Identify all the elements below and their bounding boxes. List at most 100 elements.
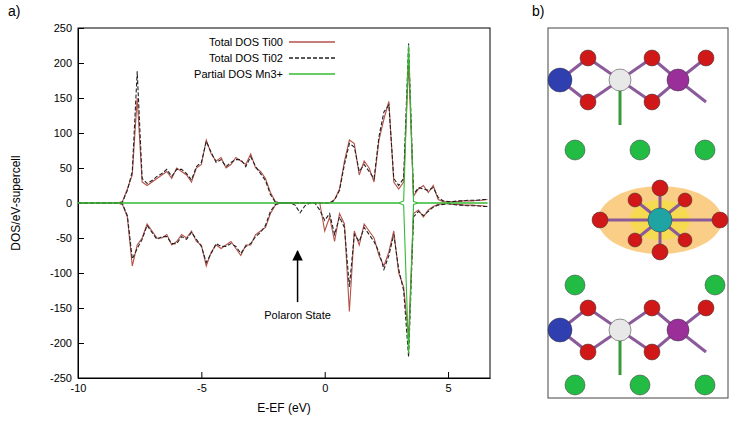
atom xyxy=(592,212,608,228)
atom xyxy=(580,300,596,316)
y-tick: -100 xyxy=(50,267,84,279)
y-tick-label: -150 xyxy=(50,302,72,314)
atom xyxy=(698,50,714,66)
y-tick-mark xyxy=(78,308,84,309)
y-tick: 200 xyxy=(54,57,84,69)
y-tick-mark xyxy=(78,28,84,29)
x-axis-line xyxy=(79,378,491,379)
y-tick-mark xyxy=(78,343,84,344)
dos-line xyxy=(78,43,488,203)
dos-line xyxy=(78,203,488,336)
atom xyxy=(712,212,728,228)
y-tick: 150 xyxy=(54,92,84,104)
y-tick-label: -200 xyxy=(50,337,72,349)
atom xyxy=(609,69,631,91)
x-tick-label: -5 xyxy=(197,382,207,394)
dos-line xyxy=(78,63,488,203)
legend-label: Total DOS Ti00 xyxy=(209,36,283,48)
y-tick: 250 xyxy=(54,22,84,34)
structure-image xyxy=(548,28,728,398)
atom xyxy=(644,300,660,316)
atom xyxy=(678,193,692,207)
y-tick: -150 xyxy=(50,302,84,314)
atom xyxy=(695,140,715,160)
atom xyxy=(644,94,660,110)
legend-swatch xyxy=(289,57,335,59)
atom xyxy=(630,140,650,160)
atom xyxy=(652,180,668,196)
y-tick: -200 xyxy=(50,337,84,349)
y-tick-mark xyxy=(78,98,84,99)
atom xyxy=(678,233,692,247)
atom xyxy=(565,275,585,295)
atom xyxy=(705,275,725,295)
atom xyxy=(565,140,585,160)
plot-area xyxy=(78,43,488,357)
atom xyxy=(667,69,689,91)
atom xyxy=(695,375,715,395)
y-tick-label: 100 xyxy=(54,127,72,139)
atom xyxy=(644,50,660,66)
y-tick-mark xyxy=(78,63,84,64)
dos-line xyxy=(78,203,488,357)
y-tick: -50 xyxy=(56,232,84,244)
x-axis-title: E-EF (eV) xyxy=(257,401,310,415)
figure: a)-10-505-250-200-150-100-50050100150200… xyxy=(0,0,735,423)
y-tick-label: -250 xyxy=(50,372,72,384)
y-tick: 100 xyxy=(54,127,84,139)
y-tick: 50 xyxy=(60,162,84,174)
atom xyxy=(648,208,672,232)
y-tick-mark xyxy=(78,168,84,169)
atom xyxy=(580,94,596,110)
panel-label: a) xyxy=(8,3,20,19)
y-tick-mark xyxy=(78,238,84,239)
x-tick-label: -10 xyxy=(71,382,87,394)
x-tick: 5 xyxy=(445,372,451,394)
atom xyxy=(565,375,585,395)
atom xyxy=(667,319,689,341)
x-tick-mark xyxy=(201,372,202,378)
x-tick: -5 xyxy=(197,372,207,394)
x-tick-mark xyxy=(448,372,449,378)
atom xyxy=(628,193,642,207)
atom xyxy=(628,233,642,247)
annotation: Polaron State xyxy=(264,309,331,321)
y-tick-label: 50 xyxy=(60,162,72,174)
atom xyxy=(548,68,572,92)
y-tick-label: -50 xyxy=(56,232,72,244)
atom xyxy=(630,375,650,395)
y-tick-mark xyxy=(78,378,84,379)
atom xyxy=(609,319,631,341)
bond xyxy=(635,200,685,240)
y-tick-label: 200 xyxy=(54,57,72,69)
atom xyxy=(644,344,660,360)
y-tick-label: 250 xyxy=(54,22,72,34)
bond xyxy=(635,200,685,240)
x-tick-label: 0 xyxy=(322,382,328,394)
panel-label: b) xyxy=(532,3,544,19)
legend-swatch xyxy=(289,73,335,75)
y-tick-mark xyxy=(78,273,84,274)
y-tick-label: 150 xyxy=(54,92,72,104)
legend-label: Total DOS Ti02 xyxy=(209,52,283,64)
dos-line xyxy=(78,46,488,204)
plot-frame xyxy=(78,28,490,378)
atom xyxy=(652,244,668,260)
y-axis-title: DOS/eV-supercell xyxy=(9,155,23,250)
x-tick: 0 xyxy=(322,372,328,394)
atom xyxy=(698,300,714,316)
y-tick-mark xyxy=(78,133,84,134)
y-tick-label: 0 xyxy=(66,197,72,209)
annotation-arrow xyxy=(297,251,299,302)
x-tick-label: 5 xyxy=(445,382,451,394)
legend: Total DOS Ti00 Total DOS Ti02 Partial DOS … xyxy=(194,36,335,80)
atom xyxy=(580,344,596,360)
y-tick-label: -100 xyxy=(50,267,72,279)
legend-label: Partial DOS Mn3+ xyxy=(194,68,283,80)
structure-frame xyxy=(548,28,728,398)
atom xyxy=(580,50,596,66)
dos-line xyxy=(78,203,488,354)
x-axis: -10 -5 0 5 xyxy=(71,372,491,394)
x-tick-mark xyxy=(325,372,326,378)
y-tick: -250 xyxy=(50,372,84,384)
